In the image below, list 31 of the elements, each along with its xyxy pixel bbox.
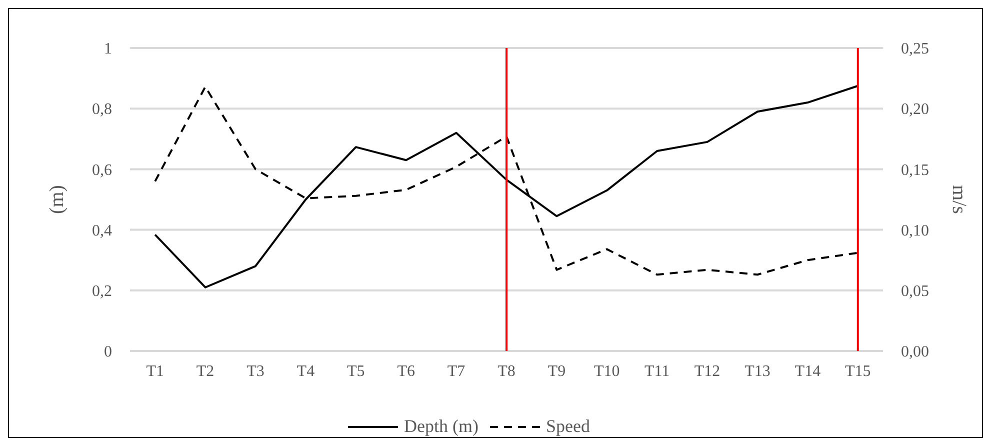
y2-tick-label: 0,00 <box>901 344 929 361</box>
y2-tick-label: 0,05 <box>901 283 929 300</box>
y-tick-label: 0,8 <box>92 101 112 118</box>
legend-label: Speed <box>546 416 590 436</box>
legend-label: Depth (m) <box>404 416 478 436</box>
x-tick-label: T1 <box>146 363 164 380</box>
y2-axis-title: m/s <box>948 185 970 214</box>
y-axis-title: (m) <box>46 185 68 214</box>
x-tick-label: T13 <box>744 363 770 380</box>
y2-tick-label: 0,20 <box>901 101 929 118</box>
y-tick-label: 0,2 <box>92 283 112 300</box>
x-tick-label: T15 <box>845 363 871 380</box>
x-tick-label: T8 <box>498 363 516 380</box>
x-tick-label: T5 <box>347 363 365 380</box>
x-tick-label: T12 <box>694 363 720 380</box>
x-tick-label: T6 <box>397 363 415 380</box>
y2-tick-label: 0,25 <box>901 40 929 58</box>
x-tick-label: T14 <box>794 363 821 380</box>
x-tick-label: T3 <box>246 363 264 380</box>
y-tick-label: 0,4 <box>92 222 112 240</box>
y2-tick-label: 0,10 <box>901 222 929 240</box>
x-tick-label: T10 <box>594 363 620 380</box>
x-tick-label: T7 <box>447 363 466 380</box>
y-tick-label: 1 <box>104 40 112 58</box>
x-tick-label: T2 <box>196 363 214 380</box>
x-tick-label: T9 <box>548 363 566 380</box>
y-tick-label: 0 <box>104 344 112 361</box>
x-tick-label: T11 <box>644 363 670 380</box>
y2-tick-label: 0,15 <box>901 162 929 179</box>
y-tick-label: 0,6 <box>92 162 112 179</box>
x-tick-label: T4 <box>296 363 315 380</box>
